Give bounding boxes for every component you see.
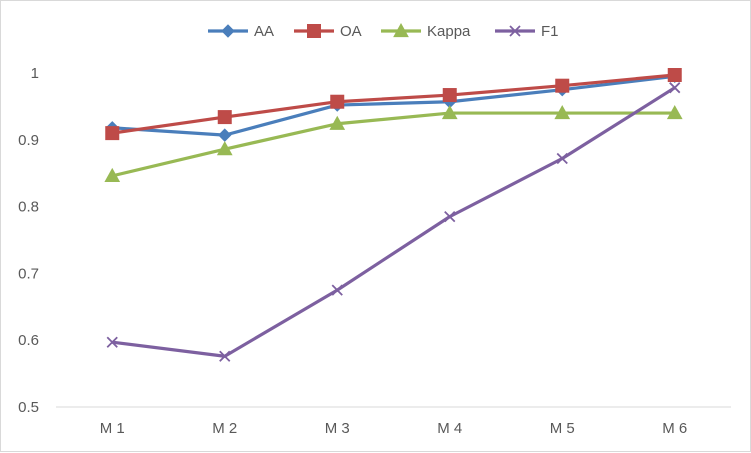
legend-label-kappa: Kappa — [427, 23, 471, 40]
legend-item-kappa: Kappa — [381, 22, 471, 40]
data-point-oa — [330, 94, 345, 109]
series-f1 — [106, 82, 681, 362]
series-line-f1 — [112, 86, 676, 358]
data-point-kappa — [104, 167, 121, 182]
y-tick-label: 0.6 — [18, 332, 39, 349]
x-tick-label: M 4 — [437, 420, 462, 437]
data-point-f1 — [556, 152, 568, 165]
series-kappa — [104, 105, 683, 182]
legend: AA OA Kappa F1 — [208, 22, 559, 40]
legend-item-f1: F1 — [495, 23, 559, 40]
series-aa — [105, 69, 682, 142]
series-line-aa — [112, 74, 675, 137]
legend-label-f1: F1 — [541, 23, 559, 40]
data-point-kappa — [554, 105, 571, 120]
data-point-oa — [555, 78, 570, 93]
legend-marker-f1 — [509, 25, 521, 37]
data-point-f1 — [444, 210, 456, 223]
x-tick-label: M 2 — [212, 420, 237, 437]
legend-marker-aa — [221, 24, 235, 38]
data-point-oa — [442, 88, 457, 103]
data-point-kappa — [441, 105, 458, 120]
data-point-aa — [218, 128, 232, 142]
y-tick-label: 1 — [31, 65, 39, 82]
data-point-f1 — [219, 350, 231, 362]
data-point-f1 — [331, 284, 343, 296]
data-point-oa — [217, 110, 232, 125]
data-point-f1 — [669, 82, 681, 94]
legend-label-oa: OA — [340, 23, 362, 40]
x-tick-label: M 6 — [662, 420, 687, 437]
data-point-f1 — [106, 336, 118, 348]
series-line-kappa — [111, 111, 675, 178]
series-layer — [104, 68, 683, 362]
legend-item-oa: OA — [294, 23, 362, 40]
data-point-oa — [667, 68, 682, 83]
series-line-oa — [112, 73, 675, 135]
legend-marker-oa — [307, 24, 321, 38]
data-point-oa — [105, 126, 120, 141]
y-tick-label: 0.5 — [18, 399, 39, 416]
x-tick-label: M 5 — [550, 420, 575, 437]
series-oa — [105, 68, 682, 141]
legend-label-aa: AA — [254, 23, 274, 40]
x-tick-label: M 1 — [100, 420, 125, 437]
data-point-kappa — [666, 105, 683, 120]
legend-marker-kappa — [393, 22, 409, 38]
y-tick-label: 0.7 — [18, 265, 39, 282]
legend-item-aa: AA — [208, 23, 274, 40]
data-point-kappa — [329, 115, 346, 130]
data-point-kappa — [216, 141, 233, 156]
x-tick-label: M 3 — [325, 420, 350, 437]
y-tick-label: 0.8 — [18, 199, 39, 216]
y-tick-label: 0.9 — [18, 132, 39, 149]
axis-layer: 0.5 0.6 0.7 0.8 0.9 1 M 1 M 2 M 3 M 4 M 5 M 6 — [18, 65, 731, 437]
